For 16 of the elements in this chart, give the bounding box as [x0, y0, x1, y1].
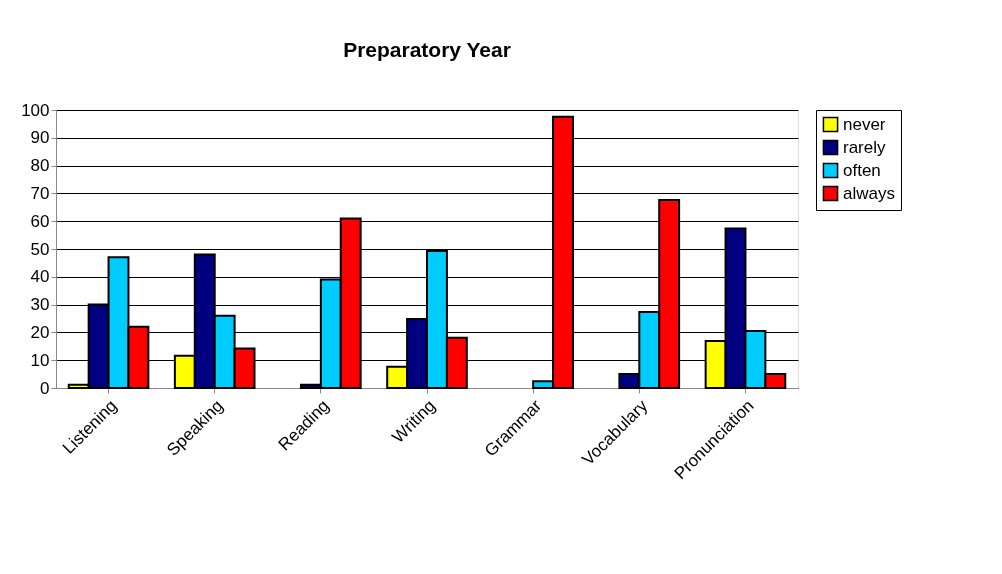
legend-label: often [843, 160, 881, 180]
y-tick-label: 60 [30, 211, 50, 231]
y-tick-label: 20 [30, 322, 50, 342]
legend-label: always [843, 183, 895, 203]
y-tick-label: 10 [30, 350, 50, 370]
legend-label: never [843, 114, 886, 134]
y-tick-label: 30 [30, 295, 50, 315]
y-tick-label: 100 [21, 100, 50, 120]
y-tick-label: 80 [30, 156, 50, 176]
y-tick-label: 0 [40, 378, 50, 398]
y-tick-label: 70 [30, 183, 50, 203]
y-tick-label: 90 [30, 128, 50, 148]
y-tick-label: 40 [30, 267, 50, 287]
y-tick-label: 50 [30, 239, 50, 259]
chart-title: Preparatory Year [343, 38, 511, 61]
legend-label: rarely [843, 137, 887, 157]
